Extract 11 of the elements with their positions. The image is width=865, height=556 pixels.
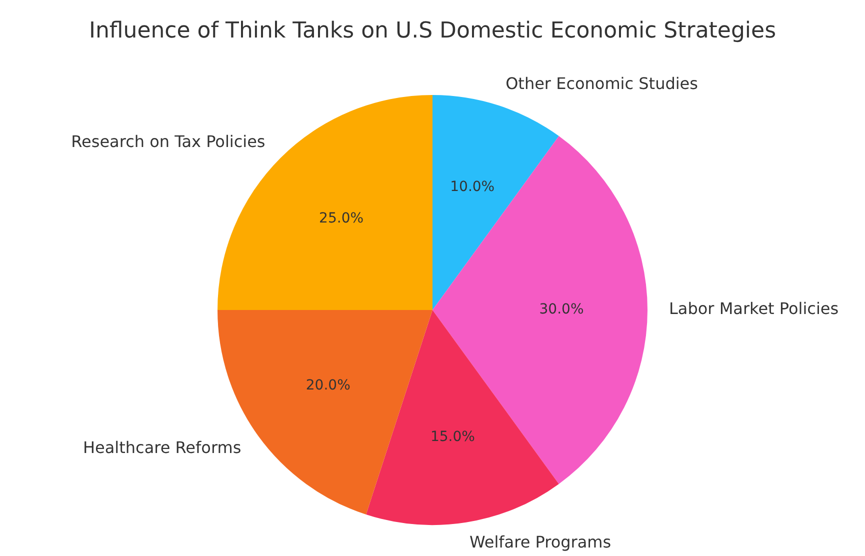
chart-title: Influence of Think Tanks on U.S Domestic Economic Strategies [88, 18, 776, 44]
slice-label: Welfare Programs [469, 532, 612, 552]
data-label: 15.0% [430, 429, 475, 446]
data-label: 20.0% [306, 377, 350, 394]
data-label: 25.0% [319, 210, 364, 226]
slice-label: Other Economic Studies [506, 74, 698, 94]
data-label: 10.0% [450, 178, 495, 195]
slice-label: Research on Tax Policies [71, 132, 266, 151]
slice-label: Healthcare Reforms [82, 438, 242, 458]
slice-label: Labor Market Policies [669, 299, 839, 318]
data-label: 30.0% [539, 302, 584, 318]
